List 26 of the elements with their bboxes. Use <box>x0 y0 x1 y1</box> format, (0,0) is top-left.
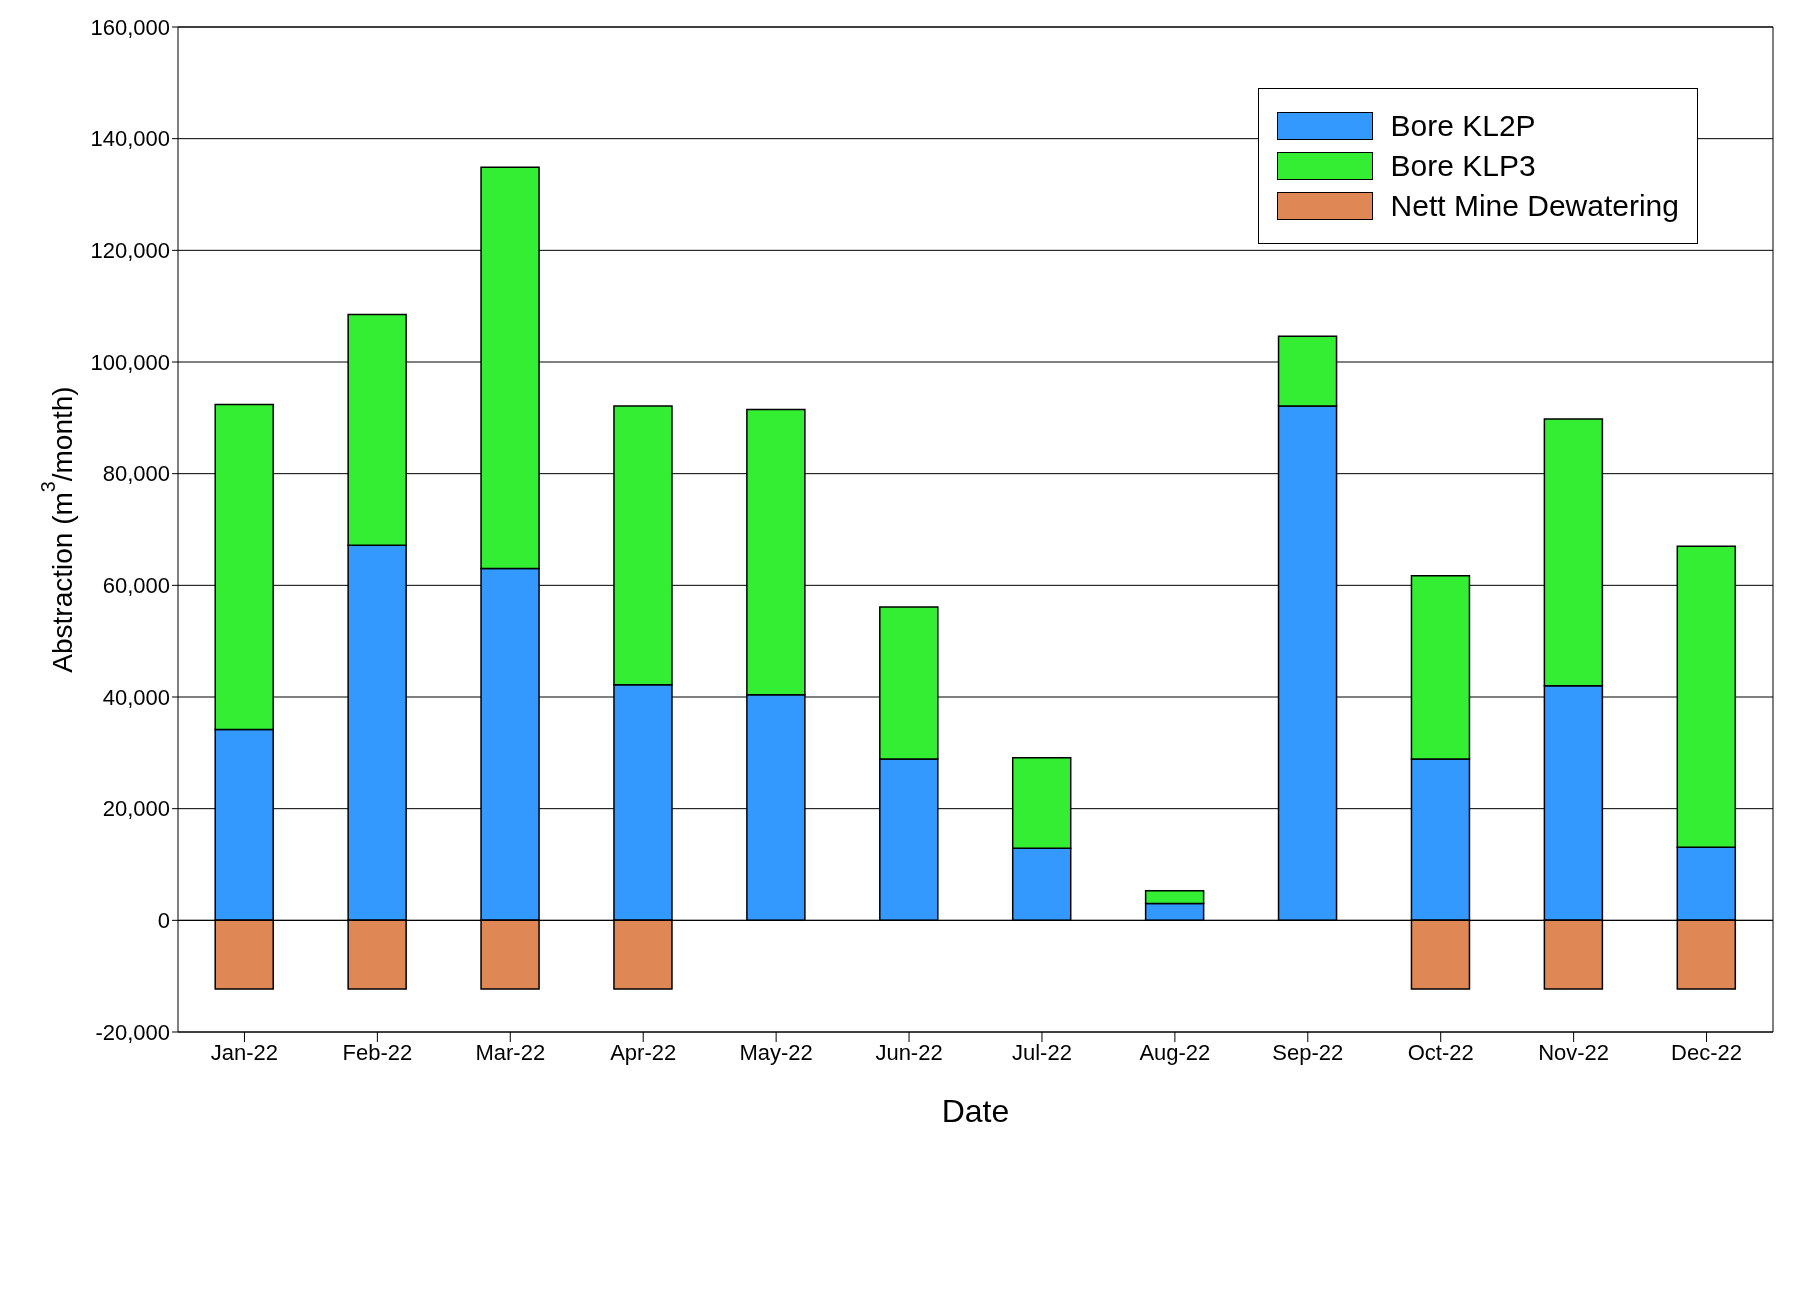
x-tick-label: Jul-22 <box>1012 1039 1072 1065</box>
x-tick-label: Jun-22 <box>875 1039 943 1065</box>
x-tick-label: Feb-22 <box>342 1039 413 1065</box>
x-tick-label: Nov-22 <box>1538 1039 1610 1065</box>
y-tick-label: 0 <box>157 908 170 934</box>
x-tick-label: Jan-22 <box>210 1039 279 1065</box>
y-tick-label: 140,000 <box>90 126 170 152</box>
legend-label: Nett Mine Dewatering <box>1390 189 1679 223</box>
y-tick-label: 160,000 <box>90 14 170 40</box>
x-tick-label: Oct-22 <box>1407 1039 1474 1065</box>
y-tick-label: 60,000 <box>102 573 170 599</box>
x-tick-label: Sep-22 <box>1272 1039 1344 1065</box>
y-tick-label: 100,000 <box>90 349 170 375</box>
y-tick-label: 80,000 <box>102 461 170 487</box>
legend-label: Bore KL2P <box>1390 109 1536 143</box>
x-tick-label: May-22 <box>739 1039 813 1065</box>
legend-label: Bore KLP3 <box>1390 149 1536 183</box>
x-tick-label: Apr-22 <box>610 1039 677 1065</box>
y-tick-label: 120,000 <box>90 238 170 264</box>
x-tick-label: Dec-22 <box>1671 1039 1742 1065</box>
y-tick-label: -20,000 <box>95 1019 170 1045</box>
y-tick-label: 20,000 <box>102 796 170 822</box>
y-tick-label: 40,000 <box>102 684 170 710</box>
x-tick-label: Aug-22 <box>1139 1039 1211 1065</box>
x-axis-title: Date <box>941 1093 1010 1129</box>
x-tick-label: Mar-22 <box>475 1039 546 1065</box>
